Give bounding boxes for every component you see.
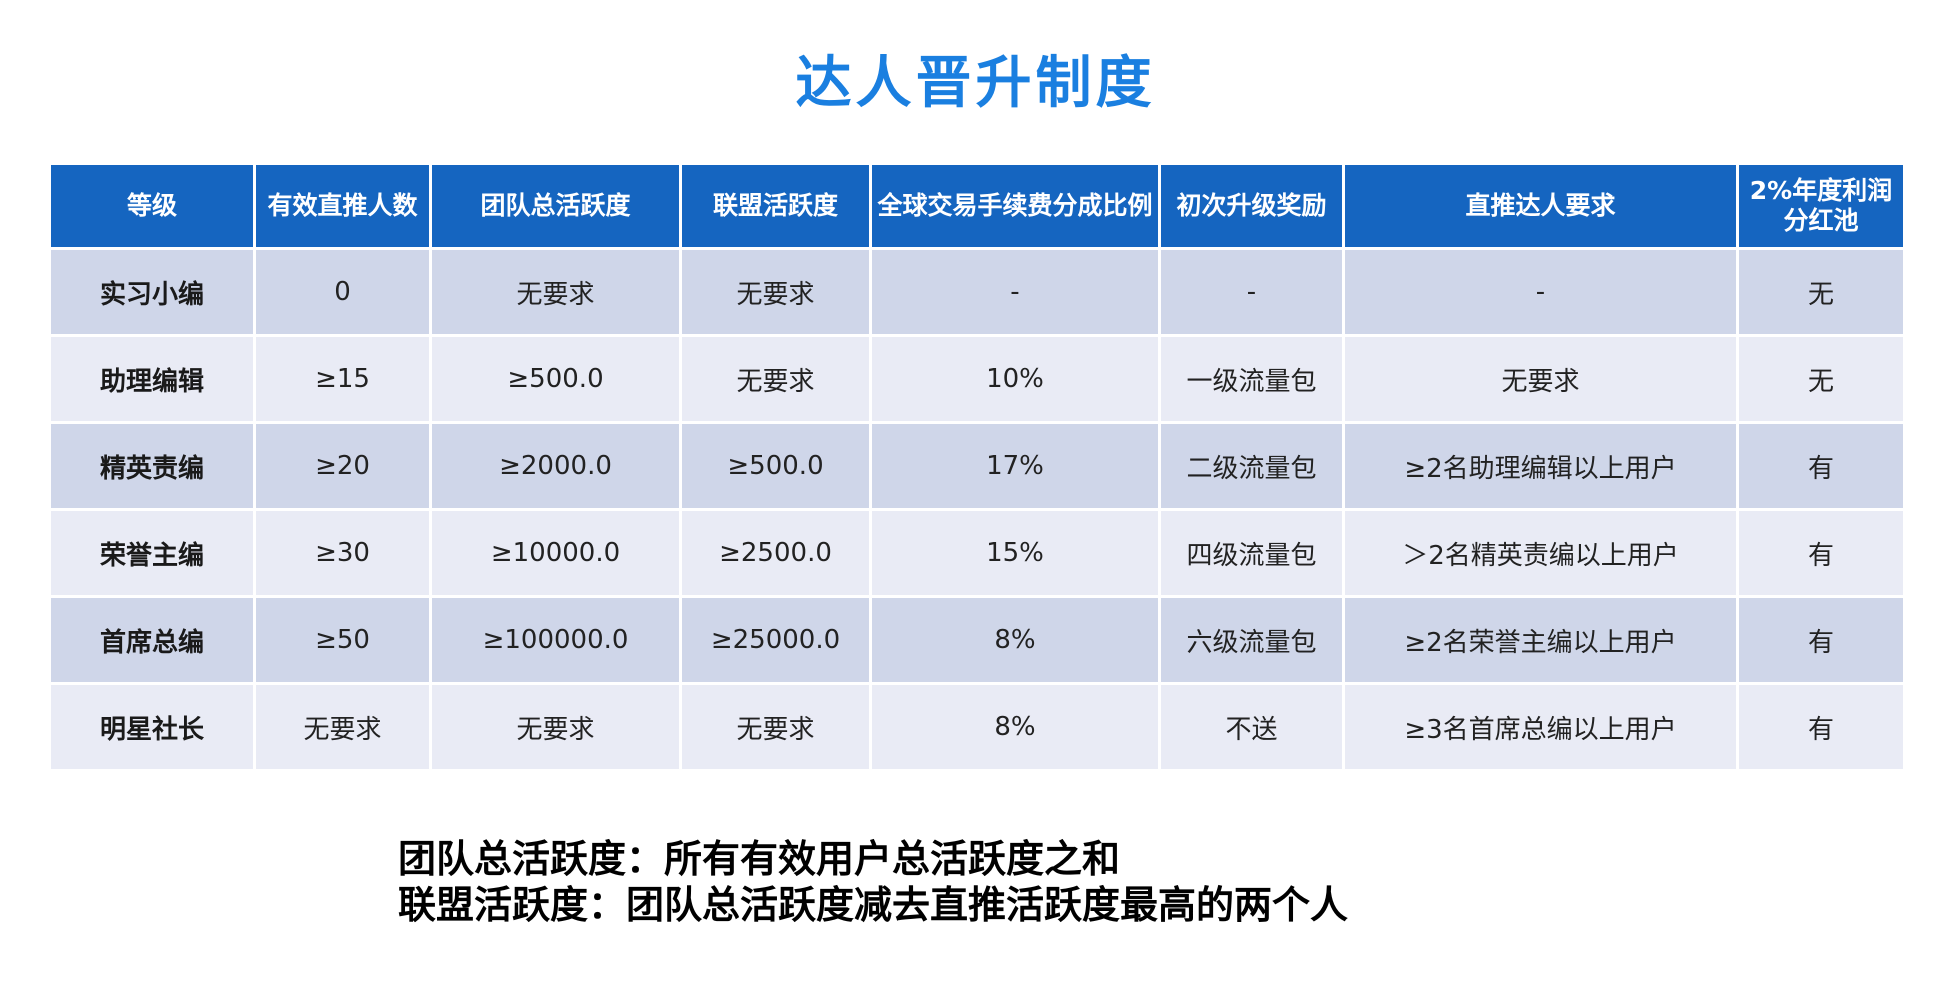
cell-upgrade-reward: 四级流量包 — [1158, 508, 1345, 598]
cell-fee-share: 15% — [869, 508, 1161, 598]
page-title: 达人晋升制度 — [795, 51, 1156, 116]
table-row: 精英责编 ≥20 ≥2000.0 ≥500.0 17% 二级流量包 ≥2名助理编… — [48, 421, 1906, 511]
cell-referral-requirement: ＞2名精英责编以上用户 — [1342, 508, 1739, 598]
cell-upgrade-reward: 六级流量包 — [1158, 595, 1345, 685]
header-direct-referrals: 有效直推人数 — [253, 162, 432, 250]
cell-alliance-activity: 无要求 — [679, 247, 872, 337]
promotion-table: 等级 有效直推人数 团队总活跃度 联盟活跃度 全球交易手续费分成比例 初次升级奖… — [48, 162, 1906, 772]
cell-direct-referrals: ≥20 — [253, 421, 432, 511]
header-fee-share: 全球交易手续费分成比例 — [869, 162, 1161, 250]
header-alliance-activity: 联盟活跃度 — [679, 162, 872, 250]
cell-dividend-pool: 有 — [1736, 421, 1906, 511]
note-team-activity: 团队总活跃度：所有有效用户总活跃度之和 — [398, 837, 1121, 881]
cell-alliance-activity: 无要求 — [679, 682, 872, 772]
table-row: 明星社长 无要求 无要求 无要求 8% 不送 ≥3名首席总编以上用户 有 — [48, 682, 1906, 772]
cell-direct-referrals: 0 — [253, 247, 432, 337]
cell-upgrade-reward: - — [1158, 247, 1345, 337]
row-level: 实习小编 — [48, 247, 256, 337]
cell-upgrade-reward: 一级流量包 — [1158, 334, 1345, 424]
cell-direct-referrals: ≥50 — [253, 595, 432, 685]
table-row: 实习小编 0 无要求 无要求 - - - 无 — [48, 247, 1906, 337]
notes-section: 团队总活跃度：所有有效用户总活跃度之和 联盟活跃度：团队总活跃度减去直推活跃度最… — [398, 836, 1348, 928]
cell-dividend-pool: 有 — [1736, 682, 1906, 772]
header-team-activity: 团队总活跃度 — [429, 162, 682, 250]
cell-team-activity: 无要求 — [429, 247, 682, 337]
cell-upgrade-reward: 不送 — [1158, 682, 1345, 772]
row-level: 精英责编 — [48, 421, 256, 511]
table-header-row: 等级 有效直推人数 团队总活跃度 联盟活跃度 全球交易手续费分成比例 初次升级奖… — [48, 162, 1906, 250]
cell-alliance-activity: ≥2500.0 — [679, 508, 872, 598]
cell-referral-requirement: ≥2名荣誉主编以上用户 — [1342, 595, 1739, 685]
header-dividend-pool: 2%年度利润分红池 — [1736, 162, 1906, 250]
cell-direct-referrals: ≥15 — [253, 334, 432, 424]
cell-alliance-activity: ≥25000.0 — [679, 595, 872, 685]
cell-fee-share: 8% — [869, 595, 1161, 685]
table-row: 首席总编 ≥50 ≥100000.0 ≥25000.0 8% 六级流量包 ≥2名… — [48, 595, 1906, 685]
header-upgrade-reward: 初次升级奖励 — [1158, 162, 1345, 250]
cell-fee-share: 10% — [869, 334, 1161, 424]
cell-referral-requirement: ≥2名助理编辑以上用户 — [1342, 421, 1739, 511]
cell-fee-share: - — [869, 247, 1161, 337]
cell-dividend-pool: 有 — [1736, 508, 1906, 598]
note-alliance-activity: 联盟活跃度：团队总活跃度减去直推活跃度最高的两个人 — [398, 883, 1349, 927]
cell-team-activity: ≥10000.0 — [429, 508, 682, 598]
header-level: 等级 — [48, 162, 256, 250]
cell-dividend-pool: 有 — [1736, 595, 1906, 685]
row-level: 助理编辑 — [48, 334, 256, 424]
cell-alliance-activity: ≥500.0 — [679, 421, 872, 511]
row-level: 首席总编 — [48, 595, 256, 685]
table-row: 荣誉主编 ≥30 ≥10000.0 ≥2500.0 15% 四级流量包 ＞2名精… — [48, 508, 1906, 598]
cell-dividend-pool: 无 — [1736, 334, 1906, 424]
cell-dividend-pool: 无 — [1736, 247, 1906, 337]
header-referral-requirement: 直推达人要求 — [1342, 162, 1739, 250]
table-row: 助理编辑 ≥15 ≥500.0 无要求 10% 一级流量包 无要求 无 — [48, 334, 1906, 424]
cell-referral-requirement: ≥3名首席总编以上用户 — [1342, 682, 1739, 772]
cell-direct-referrals: ≥30 — [253, 508, 432, 598]
cell-team-activity: 无要求 — [429, 682, 682, 772]
cell-alliance-activity: 无要求 — [679, 334, 872, 424]
cell-referral-requirement: - — [1342, 247, 1739, 337]
cell-fee-share: 8% — [869, 682, 1161, 772]
cell-team-activity: ≥500.0 — [429, 334, 682, 424]
cell-direct-referrals: 无要求 — [253, 682, 432, 772]
cell-fee-share: 17% — [869, 421, 1161, 511]
cell-upgrade-reward: 二级流量包 — [1158, 421, 1345, 511]
cell-referral-requirement: 无要求 — [1342, 334, 1739, 424]
cell-team-activity: ≥2000.0 — [429, 421, 682, 511]
cell-team-activity: ≥100000.0 — [429, 595, 682, 685]
row-level: 明星社长 — [48, 682, 256, 772]
row-level: 荣誉主编 — [48, 508, 256, 598]
